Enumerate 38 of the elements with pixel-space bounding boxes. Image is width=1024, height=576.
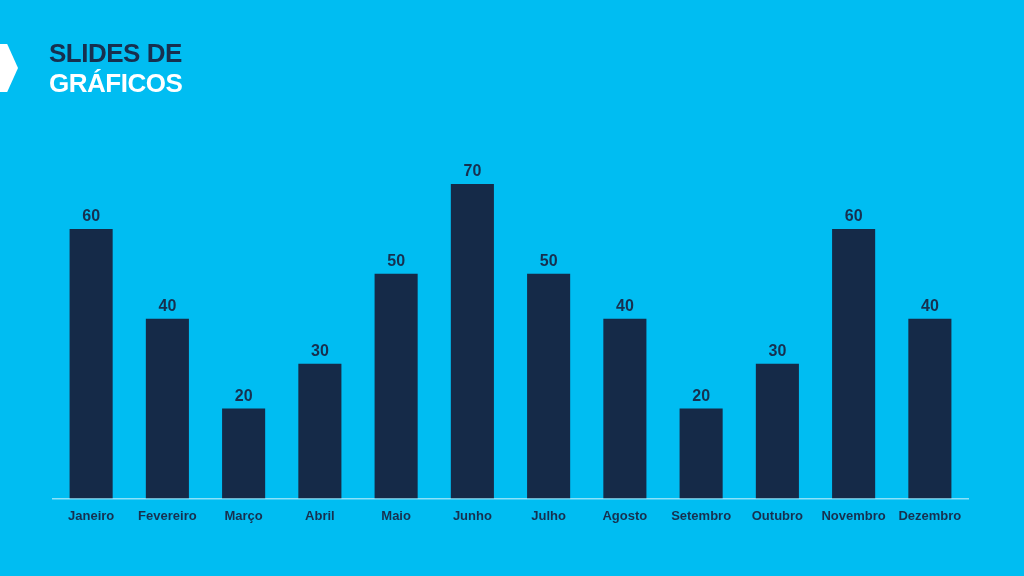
x-tick-label: Julho [531, 507, 567, 523]
data-label: 70 [463, 162, 482, 180]
chart-subtitle: GRÁFICOS [49, 68, 183, 98]
data-label: 40 [615, 297, 634, 315]
data-label: 40 [920, 297, 939, 315]
bar [832, 228, 876, 499]
data-label: 50 [387, 252, 406, 270]
x-tick-label: Março [224, 507, 263, 523]
bar [450, 184, 494, 499]
x-tick-label: Abril [305, 507, 335, 523]
bar [755, 363, 799, 499]
bar [69, 228, 113, 499]
x-tick-label: Setembro [671, 507, 732, 523]
bar [298, 363, 342, 499]
bar [527, 273, 571, 499]
x-tick-label: Maio [381, 507, 411, 523]
data-label: 30 [310, 342, 329, 360]
data-label: 40 [158, 297, 177, 315]
bar [374, 273, 418, 499]
x-tick-label: Junho [452, 507, 492, 523]
data-label: 30 [768, 342, 787, 360]
data-label: 60 [844, 207, 863, 225]
bar [222, 408, 266, 499]
x-tick-label: Fevereiro [138, 507, 197, 523]
data-label: 20 [692, 386, 711, 404]
x-tick-label: Dezembro [898, 507, 962, 523]
x-tick-label: Outubro [751, 507, 804, 523]
data-label: 60 [82, 207, 101, 225]
x-tick-label: Novembro [821, 507, 886, 523]
data-label: 20 [234, 386, 253, 404]
data-label: 50 [539, 252, 558, 270]
x-tick-label: Agosto [602, 507, 648, 523]
bar [908, 318, 952, 499]
bar [603, 318, 647, 499]
bar [679, 408, 723, 499]
bar [145, 318, 189, 499]
x-tick-label: Janeiro [68, 507, 115, 523]
chart-title: SLIDES DE [49, 38, 183, 68]
